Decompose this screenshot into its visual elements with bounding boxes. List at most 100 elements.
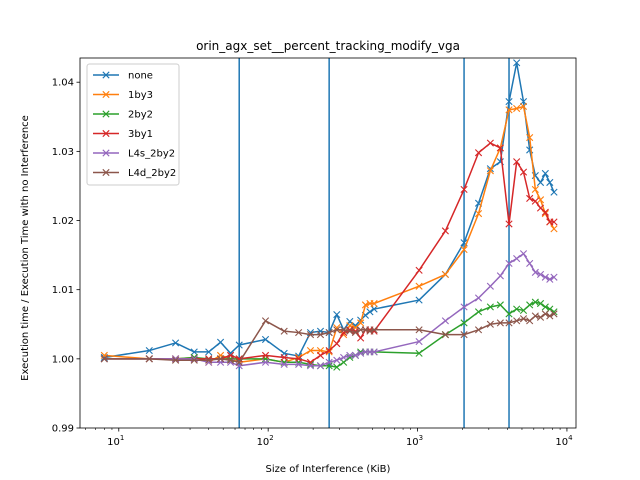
data-point-L4s_2by2 [351,351,360,359]
data-point-2by2 [415,349,423,357]
data-point-none [415,296,423,304]
data-point-2by2 [513,305,521,313]
data-point-L4s_2by2 [340,353,348,362]
data-point-3by1 [325,346,333,355]
data-point-1by3 [325,348,333,356]
data-point-none [536,178,545,187]
y-tick-label: 1.04 [52,78,74,89]
data-point-1by3 [441,270,449,279]
data-point-3by1 [306,358,315,366]
data-point-none [513,59,521,67]
y-axis-label: Execution time / Execution Time with no … [20,115,31,381]
data-point-2by2 [531,298,539,306]
data-point-L4d_2by2 [351,328,360,337]
data-point-3by1 [295,355,303,363]
data-point-L4s_2by2 [550,273,558,281]
x-tick-label: 101 [107,434,124,448]
data-point-none [261,335,270,344]
data-point-L4s_2by2 [531,268,539,276]
data-point-3by1 [261,351,270,359]
data-point-none [333,310,341,319]
legend-label: 2by2 [128,110,153,121]
data-point-1by3 [415,282,423,290]
data-point-1by3 [536,196,545,204]
data-point-none [366,308,374,316]
data-point-2by2 [486,303,494,311]
data-point-3by1 [474,149,483,157]
legend-label: L4d_2by2 [128,168,176,179]
data-point-L4s_2by2 [295,360,303,368]
data-point-L4s_2by2 [357,349,365,357]
data-point-L4d_2by2 [366,327,374,335]
legend: none 1by3 2by2 3by1 L4s_2by2 L4d_2by2 [86,63,180,186]
data-point-3by1 [333,340,341,348]
data-point-L4s_2by2 [474,294,483,302]
data-point-1by3 [361,301,370,309]
x-tick-label: 104 [555,434,573,448]
data-point-1by3 [306,346,315,355]
data-point-L4s_2by2 [216,358,225,366]
data-point-2by2 [333,363,341,371]
data-point-L4d_2by2 [415,326,423,334]
data-point-L4d_2by2 [316,331,325,339]
data-point-none [235,341,243,349]
data-point-2by2 [496,301,504,309]
data-point-L4d_2by2 [496,319,504,327]
data-point-L4s_2by2 [171,355,180,363]
data-point-1by3 [370,299,378,308]
data-point-L4s_2by2 [546,275,554,283]
data-point-L4d_2by2 [441,331,449,339]
plot-area: 101 102 103 1040.991.001.011.021.031.04none… [52,57,577,448]
data-point-3by1 [513,158,521,166]
data-point-3by1 [351,327,360,335]
data-point-L4s_2by2 [346,351,354,359]
data-point-L4d_2by2 [505,319,513,327]
data-point-1by3 [357,319,365,327]
data-point-none [316,327,325,335]
data-point-none [145,346,153,355]
data-point-L4d_2by2 [346,327,354,335]
data-point-L4d_2by2 [235,358,243,366]
data-point-1by3 [513,104,521,113]
data-point-L4s_2by2 [513,254,521,263]
y-tick-label: 1.00 [52,354,74,365]
data-point-2by2 [261,355,270,363]
data-point-none [550,188,558,196]
data-point-L4d_2by2 [306,331,315,339]
data-point-1by3 [526,133,534,142]
data-point-none [351,322,360,330]
data-point-L4s_2by2 [496,272,504,280]
data-point-L4s_2by2 [541,273,549,281]
data-point-L4d_2by2 [145,355,153,363]
data-point-L4s_2by2 [536,270,545,279]
x-tick-label: 102 [257,434,274,448]
data-point-L4s_2by2 [486,282,494,290]
x-tick-exponent: 2 [269,434,273,442]
data-point-L4d_2by2 [546,312,554,320]
data-point-L4d_2by2 [513,317,521,325]
data-point-3by1 [441,227,449,235]
data-point-L4s_2by2 [519,250,528,258]
data-point-L4d_2by2 [361,326,370,334]
data-point-L4s_2by2 [441,317,449,325]
y-tick-label: 1.02 [52,216,74,227]
data-point-L4d_2by2 [295,328,303,337]
data-point-L4d_2by2 [460,331,468,339]
data-point-3by1 [519,168,528,176]
legend-label: none [128,71,153,82]
axes-frame [79,57,577,429]
data-point-L4d_2by2 [205,356,213,364]
x-tick-base: 10 [107,437,120,448]
data-point-L4d_2by2 [216,355,225,363]
legend-swatch-marker [102,71,110,79]
data-point-L4d_2by2 [486,320,494,328]
data-point-L4d_2by2 [333,326,341,334]
legend-swatch-marker [102,110,110,118]
data-point-L4s_2by2 [306,362,315,370]
data-point-L4s_2by2 [415,337,423,346]
data-point-1by3 [100,351,108,359]
x-tick-base: 10 [257,437,270,448]
data-point-2by2 [460,319,468,327]
data-point-L4s_2by2 [316,362,325,370]
